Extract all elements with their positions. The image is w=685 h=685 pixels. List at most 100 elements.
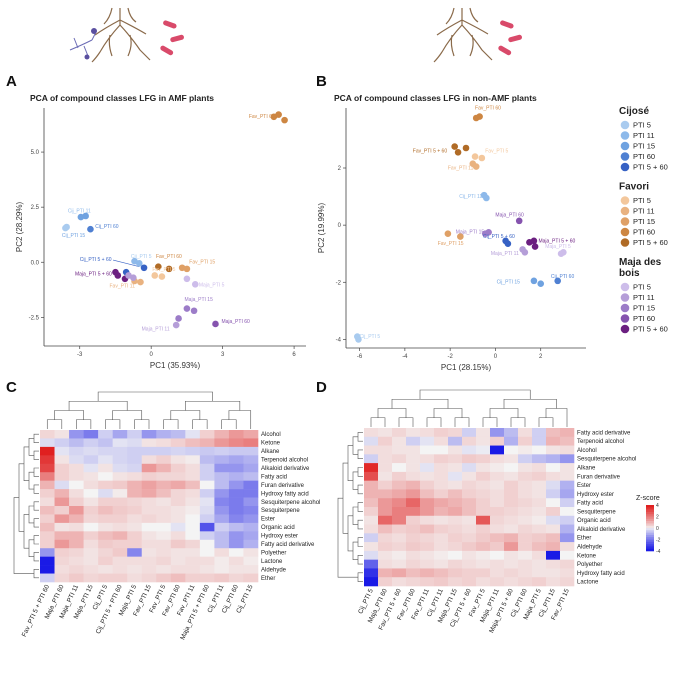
row-dendrogram-branch <box>28 438 34 456</box>
heatmap-cell <box>199 531 215 541</box>
heatmap-cell <box>112 480 128 490</box>
heatmap-cell <box>141 430 157 439</box>
heatmap-cell <box>420 463 435 473</box>
heatmap-cell <box>434 454 449 464</box>
heatmap-row-label: Aldehyde <box>261 567 287 573</box>
row-dendrogram-branch <box>337 497 358 578</box>
heatmap-cell <box>214 514 230 524</box>
heatmap-cell <box>199 463 215 473</box>
heatmap-cell <box>199 556 215 566</box>
y-tick-label: -2.5 <box>29 315 40 321</box>
heatmap-cell <box>490 533 505 543</box>
heatmap-cell <box>392 577 407 587</box>
heatmap-cell <box>518 568 533 578</box>
heatmap-cell <box>141 455 157 465</box>
heatmap-row-label: Ether <box>261 576 275 582</box>
heatmap-cell <box>98 497 113 507</box>
heatmap-cell <box>141 565 157 574</box>
data-point <box>472 163 480 170</box>
heatmap-cell <box>127 531 143 541</box>
point-label: Cij_PTI 5 <box>131 254 152 260</box>
heatmap-cell <box>185 489 201 498</box>
heatmap-cell <box>170 539 186 549</box>
heatmap-cell <box>243 446 259 456</box>
heatmap-cell <box>378 568 393 578</box>
row-dendrogram-branch <box>352 436 358 455</box>
data-point <box>63 223 70 231</box>
heatmap-cell <box>54 497 70 507</box>
heatmap-cell <box>448 498 463 508</box>
heatmap-cell <box>54 430 70 439</box>
heatmap-cell <box>228 539 244 549</box>
point-label: Cij_PTI 5 <box>360 334 381 340</box>
heatmap-cell <box>243 514 259 524</box>
heatmap-cell <box>364 498 379 508</box>
heatmap-cell <box>141 573 157 583</box>
heatmap-cell <box>40 514 55 524</box>
heatmap-cell <box>69 531 84 541</box>
heatmap-cell <box>199 565 215 574</box>
heatmap-cell <box>243 573 259 583</box>
point-label: Cij_PTI 5 + 60 <box>483 234 515 240</box>
heatmap-cell <box>170 565 186 574</box>
heatmap-cell <box>406 550 421 560</box>
column-dendrogram-branch <box>170 410 201 420</box>
heatmap-cell <box>518 524 533 534</box>
heatmap-cell <box>448 542 463 552</box>
heatmap-cell <box>98 446 113 456</box>
heatmap-cell <box>448 463 463 473</box>
heatmap-cell <box>364 454 379 464</box>
heatmap-cell <box>462 524 477 534</box>
heatmap-cell <box>546 524 561 534</box>
heatmap-cell <box>228 463 244 473</box>
row-dendrogram-branch <box>33 569 39 579</box>
heatmap-cell <box>83 455 99 465</box>
heatmap-cell <box>476 498 491 508</box>
heatmap-cell <box>532 559 547 569</box>
heatmap-cell <box>434 498 449 508</box>
y-axis-label: PC2 (28.29%) <box>15 202 24 253</box>
heatmap-cell <box>40 446 55 456</box>
y-tick-label: -2 <box>336 280 342 286</box>
legend-item-label: PTI 11 <box>633 293 655 302</box>
heatmap-cell <box>54 556 70 566</box>
legend-group-title: Cijosé <box>619 106 649 117</box>
heatmap-cell <box>518 428 533 438</box>
heatmap-cell <box>490 480 505 490</box>
heatmap-cell <box>127 514 143 524</box>
heatmap-cell <box>185 539 201 549</box>
data-point <box>183 305 191 312</box>
heatmap-cell <box>504 436 519 446</box>
heatmap-cell <box>560 489 575 499</box>
point-label: Fav_PTI 15 <box>438 241 464 247</box>
heatmap-cell <box>98 548 113 557</box>
point-label: Maja_PTI 15 <box>456 230 485 236</box>
heatmap-cell <box>378 550 393 560</box>
column-dendrogram-branch <box>482 417 498 427</box>
column-dendrogram-branch <box>489 408 519 418</box>
heatmap-cell <box>546 515 561 525</box>
zscore-gradient-step <box>646 521 654 524</box>
heatmap-cell <box>448 507 463 517</box>
heatmap-cell <box>392 489 407 499</box>
data-point <box>530 277 538 285</box>
point-label: Fav_PTI 60 <box>156 254 182 260</box>
heatmap-cell <box>243 506 259 515</box>
data-point <box>183 265 191 273</box>
heatmap-cell <box>98 455 113 465</box>
row-dendrogram-branch <box>357 554 363 565</box>
heatmap-cell <box>364 445 379 455</box>
legend-swatch <box>620 162 630 172</box>
legend-item-label: PTI 5 + 60 <box>633 163 668 172</box>
legend-swatch <box>620 227 630 237</box>
heatmap-cell <box>392 480 407 490</box>
data-point <box>158 273 166 280</box>
heatmap-cell <box>243 556 259 566</box>
heatmap-cell <box>560 445 575 455</box>
row-dendrogram-branch <box>28 471 34 490</box>
heatmap-cell <box>406 489 421 499</box>
heatmap-cell <box>420 577 435 587</box>
heatmap-row-label: Sesquiterpene <box>261 508 300 514</box>
x-tick-label: 0 <box>150 352 154 358</box>
